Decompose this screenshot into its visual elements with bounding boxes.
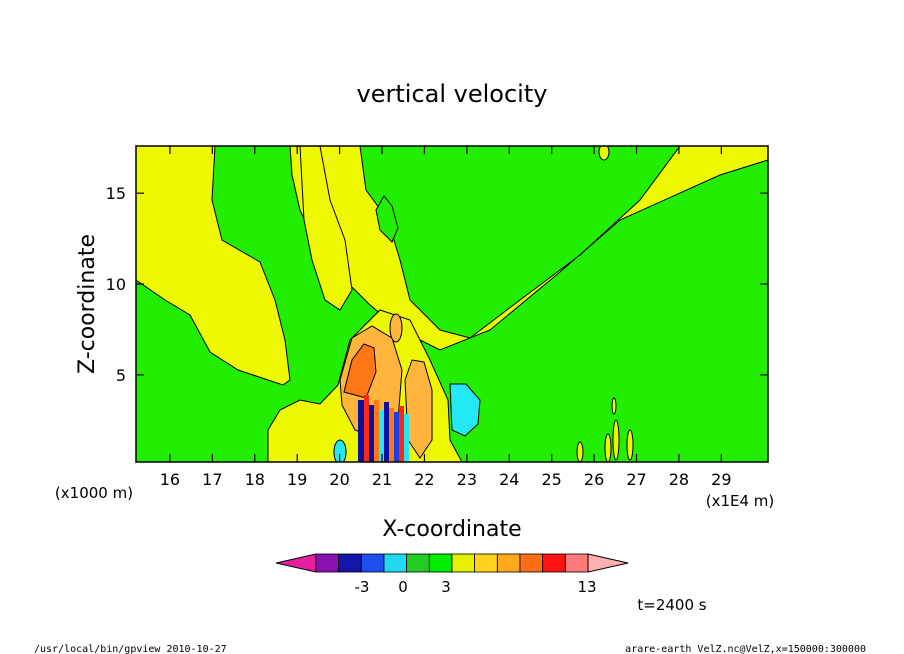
colorbar-segment bbox=[474, 553, 498, 573]
colorbar-high-arrow bbox=[587, 553, 629, 573]
colorbar-label: 3 bbox=[441, 578, 451, 596]
yellow-region-left bbox=[136, 146, 291, 386]
chart-title: vertical velocity bbox=[357, 80, 548, 108]
colorbar-segment bbox=[338, 553, 362, 573]
x-tick-label: 20 bbox=[329, 470, 349, 489]
small-orange-cell bbox=[389, 313, 403, 343]
cyan-cell bbox=[449, 383, 481, 437]
colorbar-segment bbox=[451, 553, 476, 573]
x-tick-label: 29 bbox=[711, 470, 731, 489]
colorbar-label: 13 bbox=[577, 578, 596, 596]
convective-cell-cluster bbox=[358, 395, 409, 462]
colorbar-segment bbox=[519, 553, 544, 573]
light-orange-cell-right bbox=[404, 359, 433, 459]
colorbar-label: 0 bbox=[398, 578, 408, 596]
x-tick-label: 16 bbox=[160, 470, 180, 489]
colorbar-segment bbox=[315, 553, 340, 573]
x-tick-label: 24 bbox=[499, 470, 519, 489]
y-axis-label: Z-coordinate bbox=[75, 234, 100, 374]
colorbar-segment bbox=[360, 553, 385, 573]
colorbar-segment bbox=[406, 553, 430, 573]
colorbar: -3 0 3 13 bbox=[275, 553, 629, 596]
y-tick-label: 5 bbox=[116, 366, 126, 385]
contour-field bbox=[136, 146, 768, 462]
colorbar-segment bbox=[428, 553, 453, 573]
x-axis-label: X-coordinate bbox=[382, 517, 521, 542]
colorbar-low-arrow bbox=[275, 553, 317, 573]
yellow-region-band bbox=[299, 146, 353, 311]
x-tick-label: 22 bbox=[414, 470, 434, 489]
footer-path: /usr/local/bin/gpview 2010-10-27 bbox=[34, 644, 227, 654]
green-hole bbox=[375, 195, 399, 243]
x-tick-label: 17 bbox=[202, 470, 222, 489]
y-axis-ticks: 5 10 15 bbox=[106, 184, 768, 385]
cyan-cell-small bbox=[333, 439, 347, 462]
x-tick-label: 23 bbox=[457, 470, 477, 489]
colorbar-label: -3 bbox=[355, 578, 370, 596]
plot-frame bbox=[135, 145, 769, 463]
x-tick-label: 28 bbox=[669, 470, 689, 489]
footer-file: arare-earth_VelZ.nc@VelZ,x=150000:300000 bbox=[625, 644, 866, 654]
y-multiplier: (x1000 m) bbox=[55, 484, 133, 502]
x-tick-label: 21 bbox=[372, 470, 392, 489]
x-axis-ticks: 16 17 18 19 20 21 22 23 24 25 26 27 28 29 bbox=[160, 146, 732, 489]
x-tick-label: 18 bbox=[245, 470, 265, 489]
x-tick-label: 19 bbox=[287, 470, 307, 489]
colorbar-segment bbox=[383, 553, 408, 573]
x-multiplier: (x1E4 m) bbox=[706, 492, 775, 510]
y-tick-label: 15 bbox=[106, 184, 126, 203]
x-tick-label: 27 bbox=[626, 470, 646, 489]
colorbar-segment bbox=[496, 553, 521, 573]
small-cells-right bbox=[576, 146, 634, 462]
x-tick-label: 25 bbox=[541, 470, 561, 489]
x-tick-label: 26 bbox=[584, 470, 604, 489]
colorbar-segment bbox=[542, 553, 566, 573]
colorbar-segment bbox=[564, 553, 589, 573]
y-tick-label: 10 bbox=[106, 275, 126, 294]
time-label: t=2400 s bbox=[637, 596, 706, 614]
